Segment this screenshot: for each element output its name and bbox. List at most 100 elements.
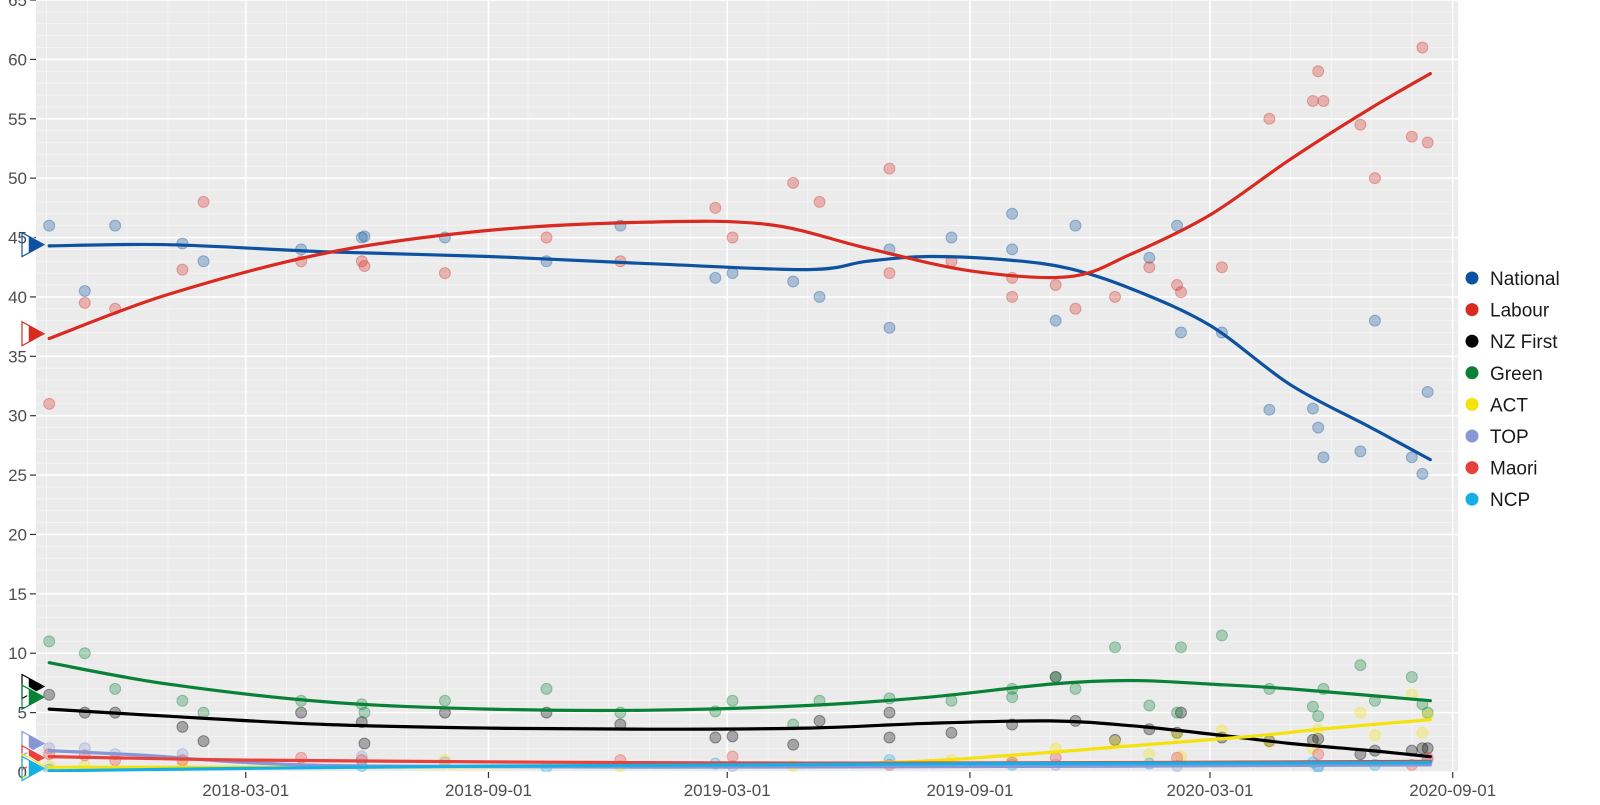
- data-point-green: [1006, 691, 1019, 704]
- minor-gridlines: [36, 0, 1458, 772]
- data-point-labour: [355, 255, 368, 268]
- trend-line-green: [47, 661, 1432, 713]
- x-tick-label: 2020-03-01: [1167, 781, 1254, 800]
- data-point-nz-first: [945, 726, 958, 739]
- y-tick-label: 45: [8, 229, 27, 248]
- data-point-labour: [1109, 290, 1122, 303]
- data-point-labour: [813, 195, 826, 208]
- legend-label-maori: Maori: [1490, 459, 1538, 480]
- x-tick-label: 2018-09-01: [445, 781, 532, 800]
- y-tick-label: 40: [8, 288, 27, 307]
- y-tick-label: 60: [8, 50, 27, 69]
- data-point-maori: [726, 750, 739, 763]
- data-point-national: [43, 219, 56, 232]
- data-point-national: [1143, 251, 1156, 264]
- data-point-nz-first: [1312, 732, 1325, 745]
- data-point-national: [1368, 314, 1381, 327]
- data-point-national: [1421, 385, 1434, 398]
- data-point-labour: [1143, 261, 1156, 274]
- data-point-green: [78, 647, 91, 660]
- y-tick-label: 10: [8, 644, 27, 663]
- y-tick-label: 65: [8, 0, 27, 10]
- legend: National Labour NZ First Green ACT TOP Maori NC…: [1465, 269, 1560, 511]
- data-point-green: [1405, 670, 1418, 683]
- series-points-labour: [43, 41, 1434, 410]
- data-point-national: [883, 321, 896, 334]
- data-point-labour: [1312, 65, 1325, 78]
- data-point-labour: [1354, 118, 1367, 131]
- data-point-green: [1312, 710, 1325, 723]
- trend-line-nz-first: [47, 707, 1432, 759]
- data-point-labour: [787, 176, 800, 189]
- plot-panel: [36, 0, 1458, 772]
- data-point-green: [1354, 659, 1367, 672]
- data-point-labour: [1215, 261, 1228, 274]
- data-point-labour: [176, 263, 189, 276]
- y-tick-label: 30: [8, 407, 27, 426]
- data-point-labour: [709, 201, 722, 214]
- data-point-nz-first: [295, 706, 308, 719]
- data-point-national: [358, 230, 371, 243]
- data-point-green: [109, 682, 122, 695]
- major-gridlines: [36, 0, 1458, 773]
- data-point-green: [1109, 641, 1122, 654]
- data-point-national: [945, 231, 958, 244]
- data-point-nz-first: [787, 738, 800, 751]
- data-point-nz-first: [1174, 706, 1187, 719]
- legend-label-top: TOP: [1490, 427, 1529, 448]
- data-point-national: [1416, 467, 1429, 480]
- legend-key-labour: [1465, 303, 1479, 317]
- data-point-national: [197, 255, 210, 268]
- trend-line-ncp: [47, 760, 1432, 772]
- y-tick-label: 15: [8, 585, 27, 604]
- data-point-national: [1006, 207, 1019, 220]
- legend-key-top: [1465, 429, 1479, 443]
- data-point-national: [109, 219, 122, 232]
- data-point-national: [1354, 445, 1367, 458]
- data-point-national: [1317, 451, 1330, 464]
- legend-label-labour: Labour: [1490, 301, 1550, 322]
- election-result-markers: [21, 231, 46, 782]
- trend-line-labour: [47, 72, 1432, 341]
- data-point-labour: [1171, 279, 1184, 292]
- data-point-green: [1171, 706, 1184, 719]
- legend-key-ncp: [1465, 492, 1479, 506]
- trend-lines: [47, 72, 1432, 772]
- data-point-labour: [1317, 94, 1330, 107]
- data-point-green: [1306, 700, 1319, 713]
- legend-label-green: Green: [1490, 364, 1543, 385]
- data-point-nz-first: [709, 731, 722, 744]
- data-point-labour: [1049, 279, 1062, 292]
- data-point-green: [1049, 670, 1062, 683]
- data-point-nz-first: [726, 730, 739, 743]
- y-tick-label: 35: [8, 347, 27, 366]
- legend-label-act: ACT: [1490, 395, 1528, 416]
- legend-key-act: [1465, 397, 1479, 411]
- data-point-national: [787, 275, 800, 288]
- data-point-green: [43, 635, 56, 648]
- data-point-labour: [438, 267, 451, 280]
- x-tick-label: 2018-03-01: [202, 781, 289, 800]
- data-point-labour: [1368, 172, 1381, 185]
- data-point-green: [176, 694, 189, 707]
- data-point-labour: [43, 397, 56, 410]
- data-point-labour: [1006, 290, 1019, 303]
- data-point-green: [358, 706, 371, 719]
- data-point-green: [1174, 641, 1187, 654]
- legend-key-national: [1465, 271, 1479, 285]
- data-point-labour: [1405, 130, 1418, 143]
- data-point-nz-first: [1421, 742, 1434, 755]
- data-point-green: [726, 694, 739, 707]
- data-point-nz-first: [43, 688, 56, 701]
- data-point-green: [614, 706, 627, 719]
- legend-label-ncp: NCP: [1490, 490, 1530, 511]
- data-point-green: [438, 694, 451, 707]
- data-point-act: [1416, 726, 1429, 739]
- election-marker-outline-national: [21, 231, 46, 258]
- data-point-national: [709, 271, 722, 284]
- data-point-national: [1069, 219, 1082, 232]
- election-marker-outline-green: [21, 684, 46, 711]
- data-point-nz-first: [883, 731, 896, 744]
- legend-label-national: National: [1490, 269, 1560, 290]
